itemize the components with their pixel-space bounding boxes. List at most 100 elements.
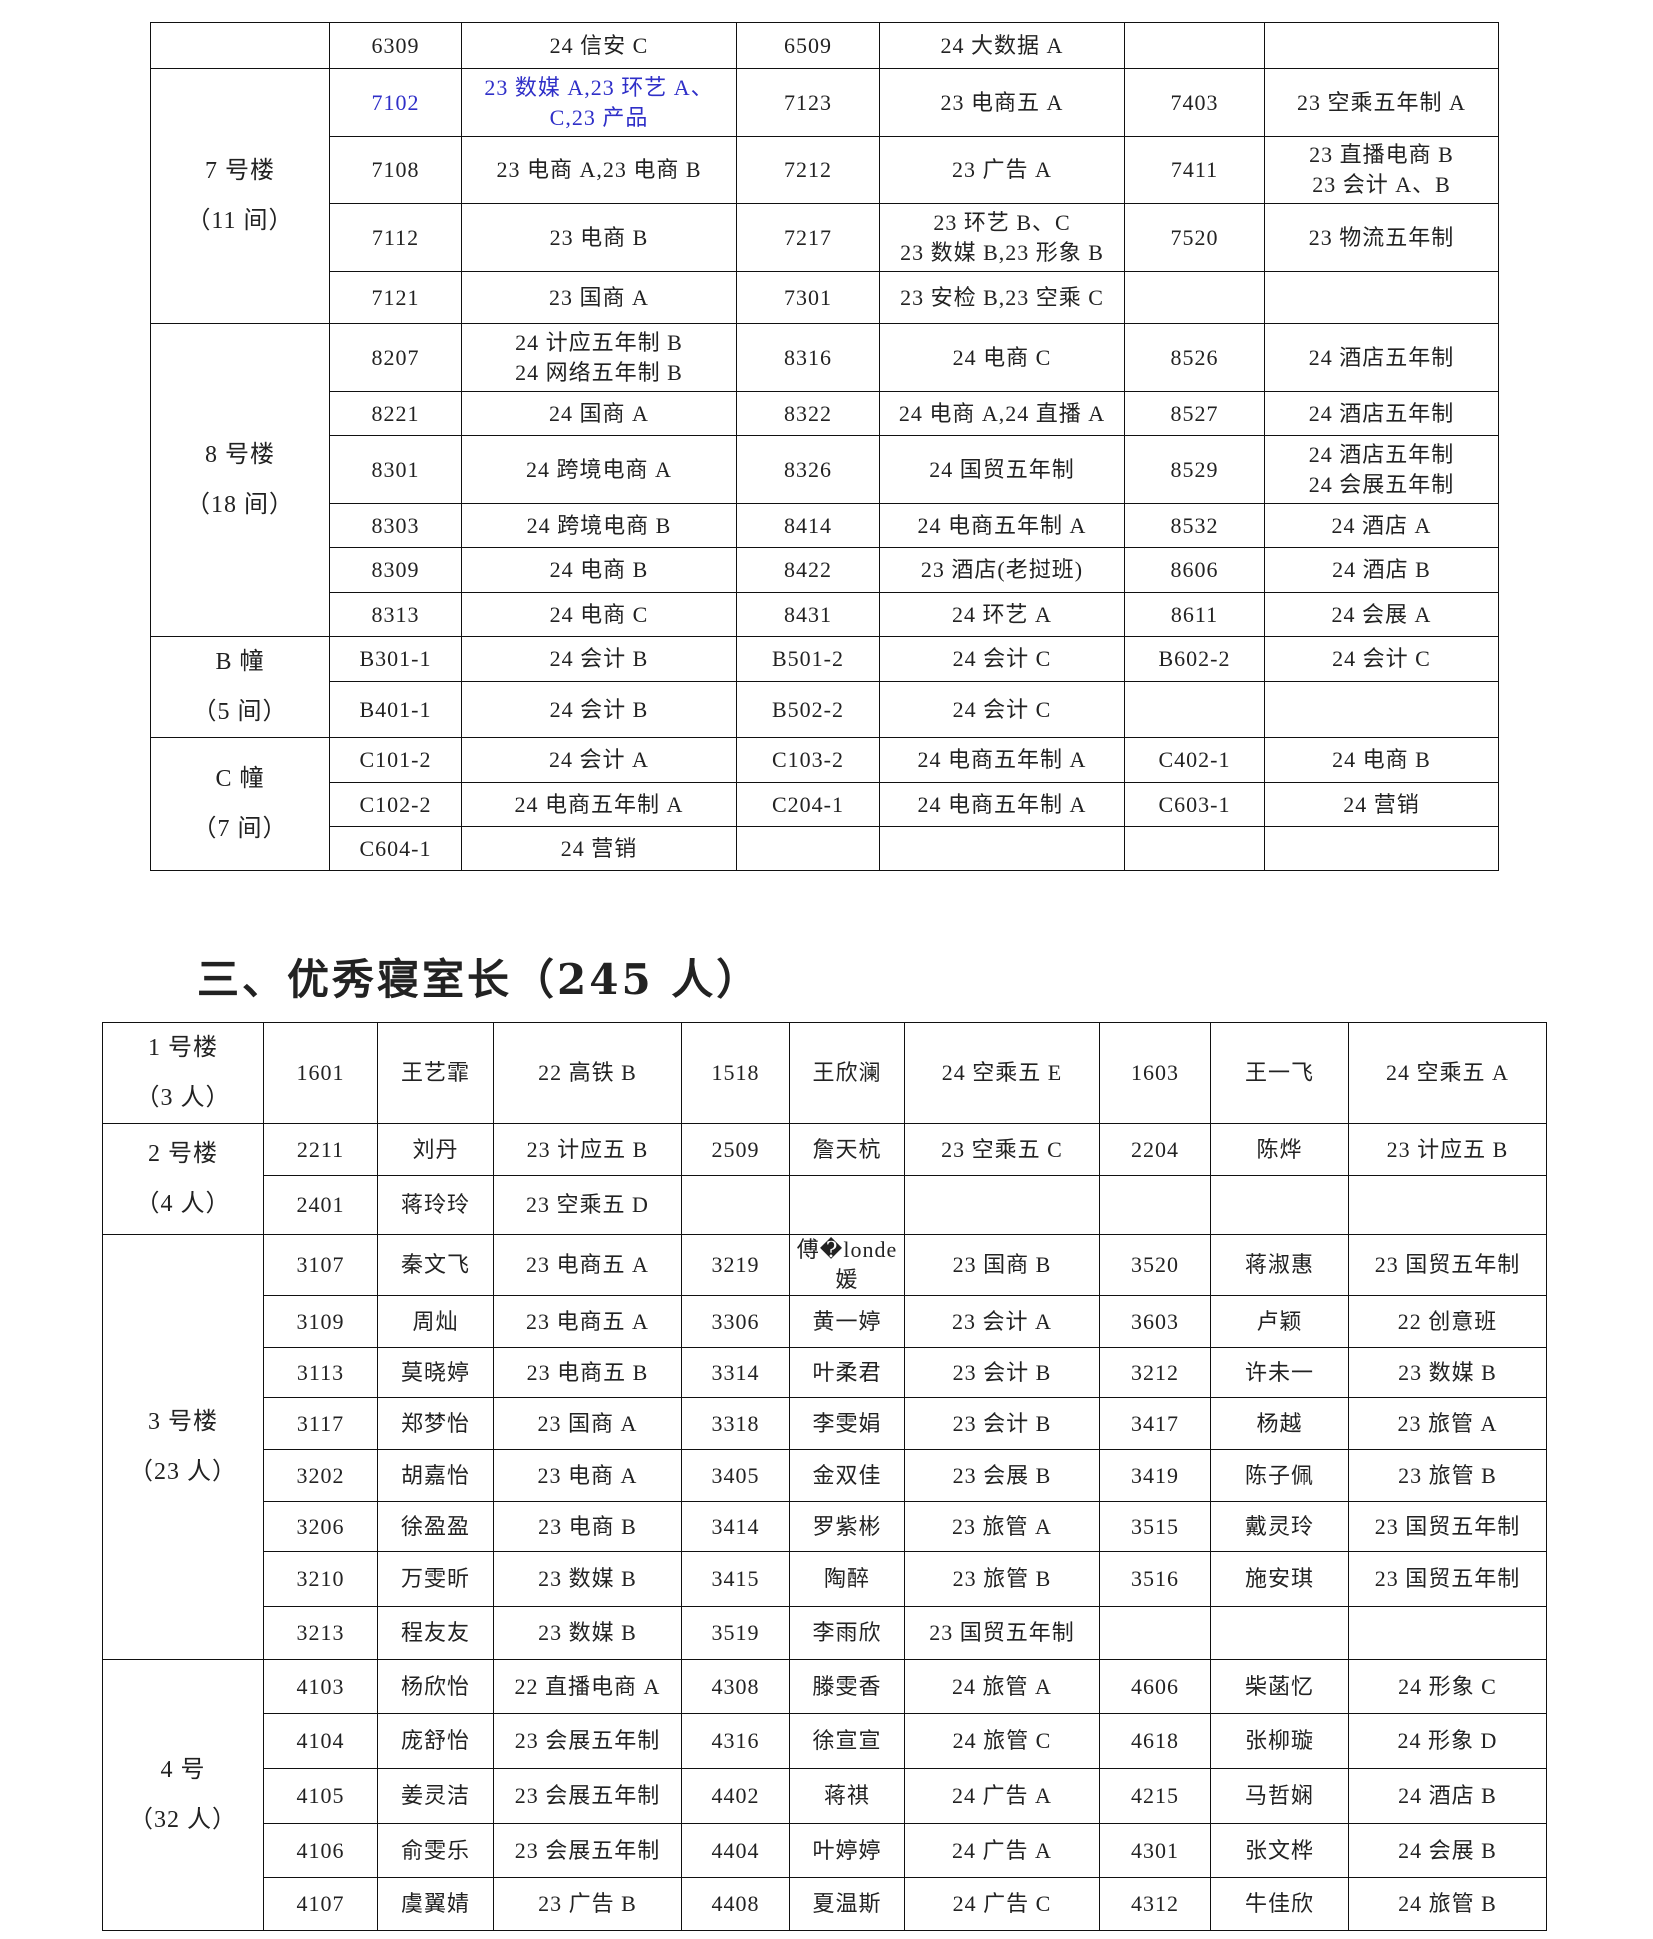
class-cell: 23 环艺 B、C 23 数媒 B,23 形象 B <box>879 203 1125 272</box>
room-number-cell: 4316 <box>681 1713 790 1769</box>
leader-name-cell: 王欣澜 <box>789 1022 905 1124</box>
room-number-cell: B602-2 <box>1124 636 1265 682</box>
class-cell: 24 形象 D <box>1348 1713 1547 1769</box>
class-cell: 23 电商五 A <box>493 1295 682 1348</box>
class-cell: 22 创意班 <box>1348 1295 1547 1348</box>
class-cell: 24 电商 B <box>461 547 737 593</box>
room-number-cell: 3202 <box>263 1449 378 1502</box>
table-row: 3109 周灿 23 电商五 A 3306 黄一婷 23 会计 A 3603 卢颖 22 创意班 <box>103 1295 1547 1348</box>
class-cell: 23 会展五年制 <box>493 1713 682 1769</box>
class-cell: 23 电商 A,23 电商 B <box>461 136 737 204</box>
room-number-cell: 8303 <box>329 503 462 548</box>
class-cell: 24 大数据 A <box>879 22 1125 69</box>
leader-name-cell: 莫晓婷 <box>377 1347 494 1398</box>
room-number-cell: B301-1 <box>329 636 462 682</box>
class-cell: 23 安检 B,23 空乘 C <box>879 271 1125 324</box>
table-row: C 幢 （7 间） C101-2 24 会计 A C103-2 24 电商五年制 A C4… <box>150 737 1499 871</box>
class-cell: 23 电商 B <box>461 203 737 272</box>
room-number-cell: 3519 <box>681 1606 790 1660</box>
class-cell: 23 国贸五年制 <box>1348 1551 1547 1607</box>
class-cell: 22 直播电商 A <box>493 1659 682 1714</box>
leader-name-cell: 刘丹 <box>377 1123 494 1176</box>
section-heading: 三、优秀寝室长（245 人） <box>197 955 762 1004</box>
leader-name-cell: 蒋淑惠 <box>1210 1234 1349 1296</box>
room-number-cell <box>1124 826 1265 871</box>
table-row: 2401 蒋玲玲 23 空乘五 D <box>103 1175 1547 1235</box>
room-number-cell <box>1124 681 1265 738</box>
room-number-cell: B502-2 <box>736 681 880 738</box>
class-cell: 23 计应五 B <box>1348 1123 1547 1176</box>
class-cell: 24 国贸五年制 <box>879 435 1125 504</box>
class-cell <box>1348 1175 1547 1235</box>
leader-name-cell: 戴灵玲 <box>1210 1501 1349 1552</box>
table-row: 8309 24 电商 B 8422 23 酒店(老挝班) 8606 24 酒店 B <box>151 547 1499 593</box>
room-number-cell: 8326 <box>736 435 880 504</box>
room-number-cell <box>736 826 880 871</box>
class-cell: 24 电商 C <box>879 323 1125 392</box>
room-number-cell: 6309 <box>329 22 462 69</box>
class-cell: 24 营销 <box>1264 782 1499 827</box>
class-cell: 24 广告 C <box>904 1877 1100 1931</box>
room-number-cell <box>1124 22 1265 69</box>
building-group-label: 7 号楼 （11 间） <box>150 68 330 324</box>
room-number-cell: 3109 <box>263 1295 378 1348</box>
class-cell: 23 会展五年制 <box>493 1768 682 1824</box>
building-group-label: C 幢 （7 间） <box>150 737 330 871</box>
room-number-cell <box>1099 1606 1211 1660</box>
room-number-cell: B501-2 <box>736 636 880 682</box>
room-number-cell: 4618 <box>1099 1713 1211 1769</box>
room-number-cell: 8301 <box>329 435 462 504</box>
table-row: 3210 万雯昕 23 数媒 B 3415 陶醉 23 旅管 B 3516 施安琪 23 国贸五… <box>103 1551 1547 1607</box>
room-number-cell: 8431 <box>736 592 880 637</box>
class-cell: 24 会计 B <box>461 681 737 738</box>
room-number-cell: 3318 <box>681 1397 790 1450</box>
leader-name-cell: 许未一 <box>1210 1347 1349 1398</box>
room-number-cell: 8309 <box>329 547 462 593</box>
leader-name-cell: 夏温斯 <box>789 1877 905 1931</box>
room-number-cell: 4104 <box>263 1713 378 1769</box>
table-row: 4106 俞雯乐 23 会展五年制 4404 叶婷婷 24 广告 A 4301 张文桦 24 会… <box>103 1823 1547 1878</box>
class-cell: 24 酒店 B <box>1264 547 1499 593</box>
room-number-cell: 7108 <box>329 136 462 204</box>
table-row: 4 号 （32 人） 4103 杨欣怡 22 直播电商 A 4308 滕雯香 24 旅管 A… <box>102 1659 1547 1931</box>
class-cell: 23 国商 B <box>904 1234 1100 1296</box>
table-row: 4104 庞舒怡 23 会展五年制 4316 徐宣宣 24 旅管 C 4618 张柳璇 24 形… <box>103 1713 1547 1769</box>
class-cell: 24 酒店五年制 <box>1264 323 1499 392</box>
room-number-cell: 4103 <box>263 1659 378 1714</box>
class-cell: 24 会展 A <box>1264 592 1499 637</box>
room-number-cell: 3516 <box>1099 1551 1211 1607</box>
class-cell: 23 电商五 B <box>493 1347 682 1398</box>
room-number-cell <box>1124 271 1265 324</box>
room-number-cell: 7301 <box>736 271 880 324</box>
class-cell: 24 酒店五年制 <box>1264 391 1499 436</box>
table-row: C604-1 24 营销 <box>151 826 1499 871</box>
room-number-cell: 7121 <box>329 271 462 324</box>
room-number-cell: 7403 <box>1124 68 1265 137</box>
class-cell: 23 会计 B <box>904 1397 1100 1450</box>
room-number-cell: C102-2 <box>329 782 462 827</box>
leader-name-cell: 滕雯香 <box>789 1659 905 1714</box>
class-cell: 23 空乘五年制 A <box>1264 68 1499 137</box>
class-cell: 23 数媒 B <box>1348 1347 1547 1398</box>
class-cell: 23 空乘五 C <box>904 1123 1100 1176</box>
room-number-cell: 1603 <box>1099 1022 1211 1124</box>
class-cell: 24 电商 C <box>461 592 737 637</box>
leader-name-cell: 庞舒怡 <box>377 1713 494 1769</box>
leader-name-cell: 虞翼婧 <box>377 1877 494 1931</box>
room-number-cell: 3113 <box>263 1347 378 1398</box>
table-row: B401-1 24 会计 B B502-2 24 会计 C <box>151 681 1499 738</box>
room-number-cell: 3520 <box>1099 1234 1211 1296</box>
room-number-cell: 7411 <box>1124 136 1265 204</box>
class-cell: 24 酒店 A <box>1264 503 1499 548</box>
class-cell: 23 酒店(老挝班) <box>879 547 1125 593</box>
class-cell: 23 国贸五年制 <box>1348 1234 1547 1296</box>
room-number-cell: 2509 <box>681 1123 790 1176</box>
table-row: 8313 24 电商 C 8431 24 环艺 A 8611 24 会展 A <box>151 592 1499 637</box>
table-row: 4107 虞翼婧 23 广告 B 4408 夏温斯 24 广告 C 4312 牛佳欣 24 旅管… <box>103 1877 1547 1931</box>
leader-name-cell: 傅�londe媛 <box>789 1234 905 1296</box>
class-cell: 23 数媒 B <box>493 1551 682 1607</box>
class-cell <box>1264 271 1499 324</box>
room-number-cell: B401-1 <box>329 681 462 738</box>
